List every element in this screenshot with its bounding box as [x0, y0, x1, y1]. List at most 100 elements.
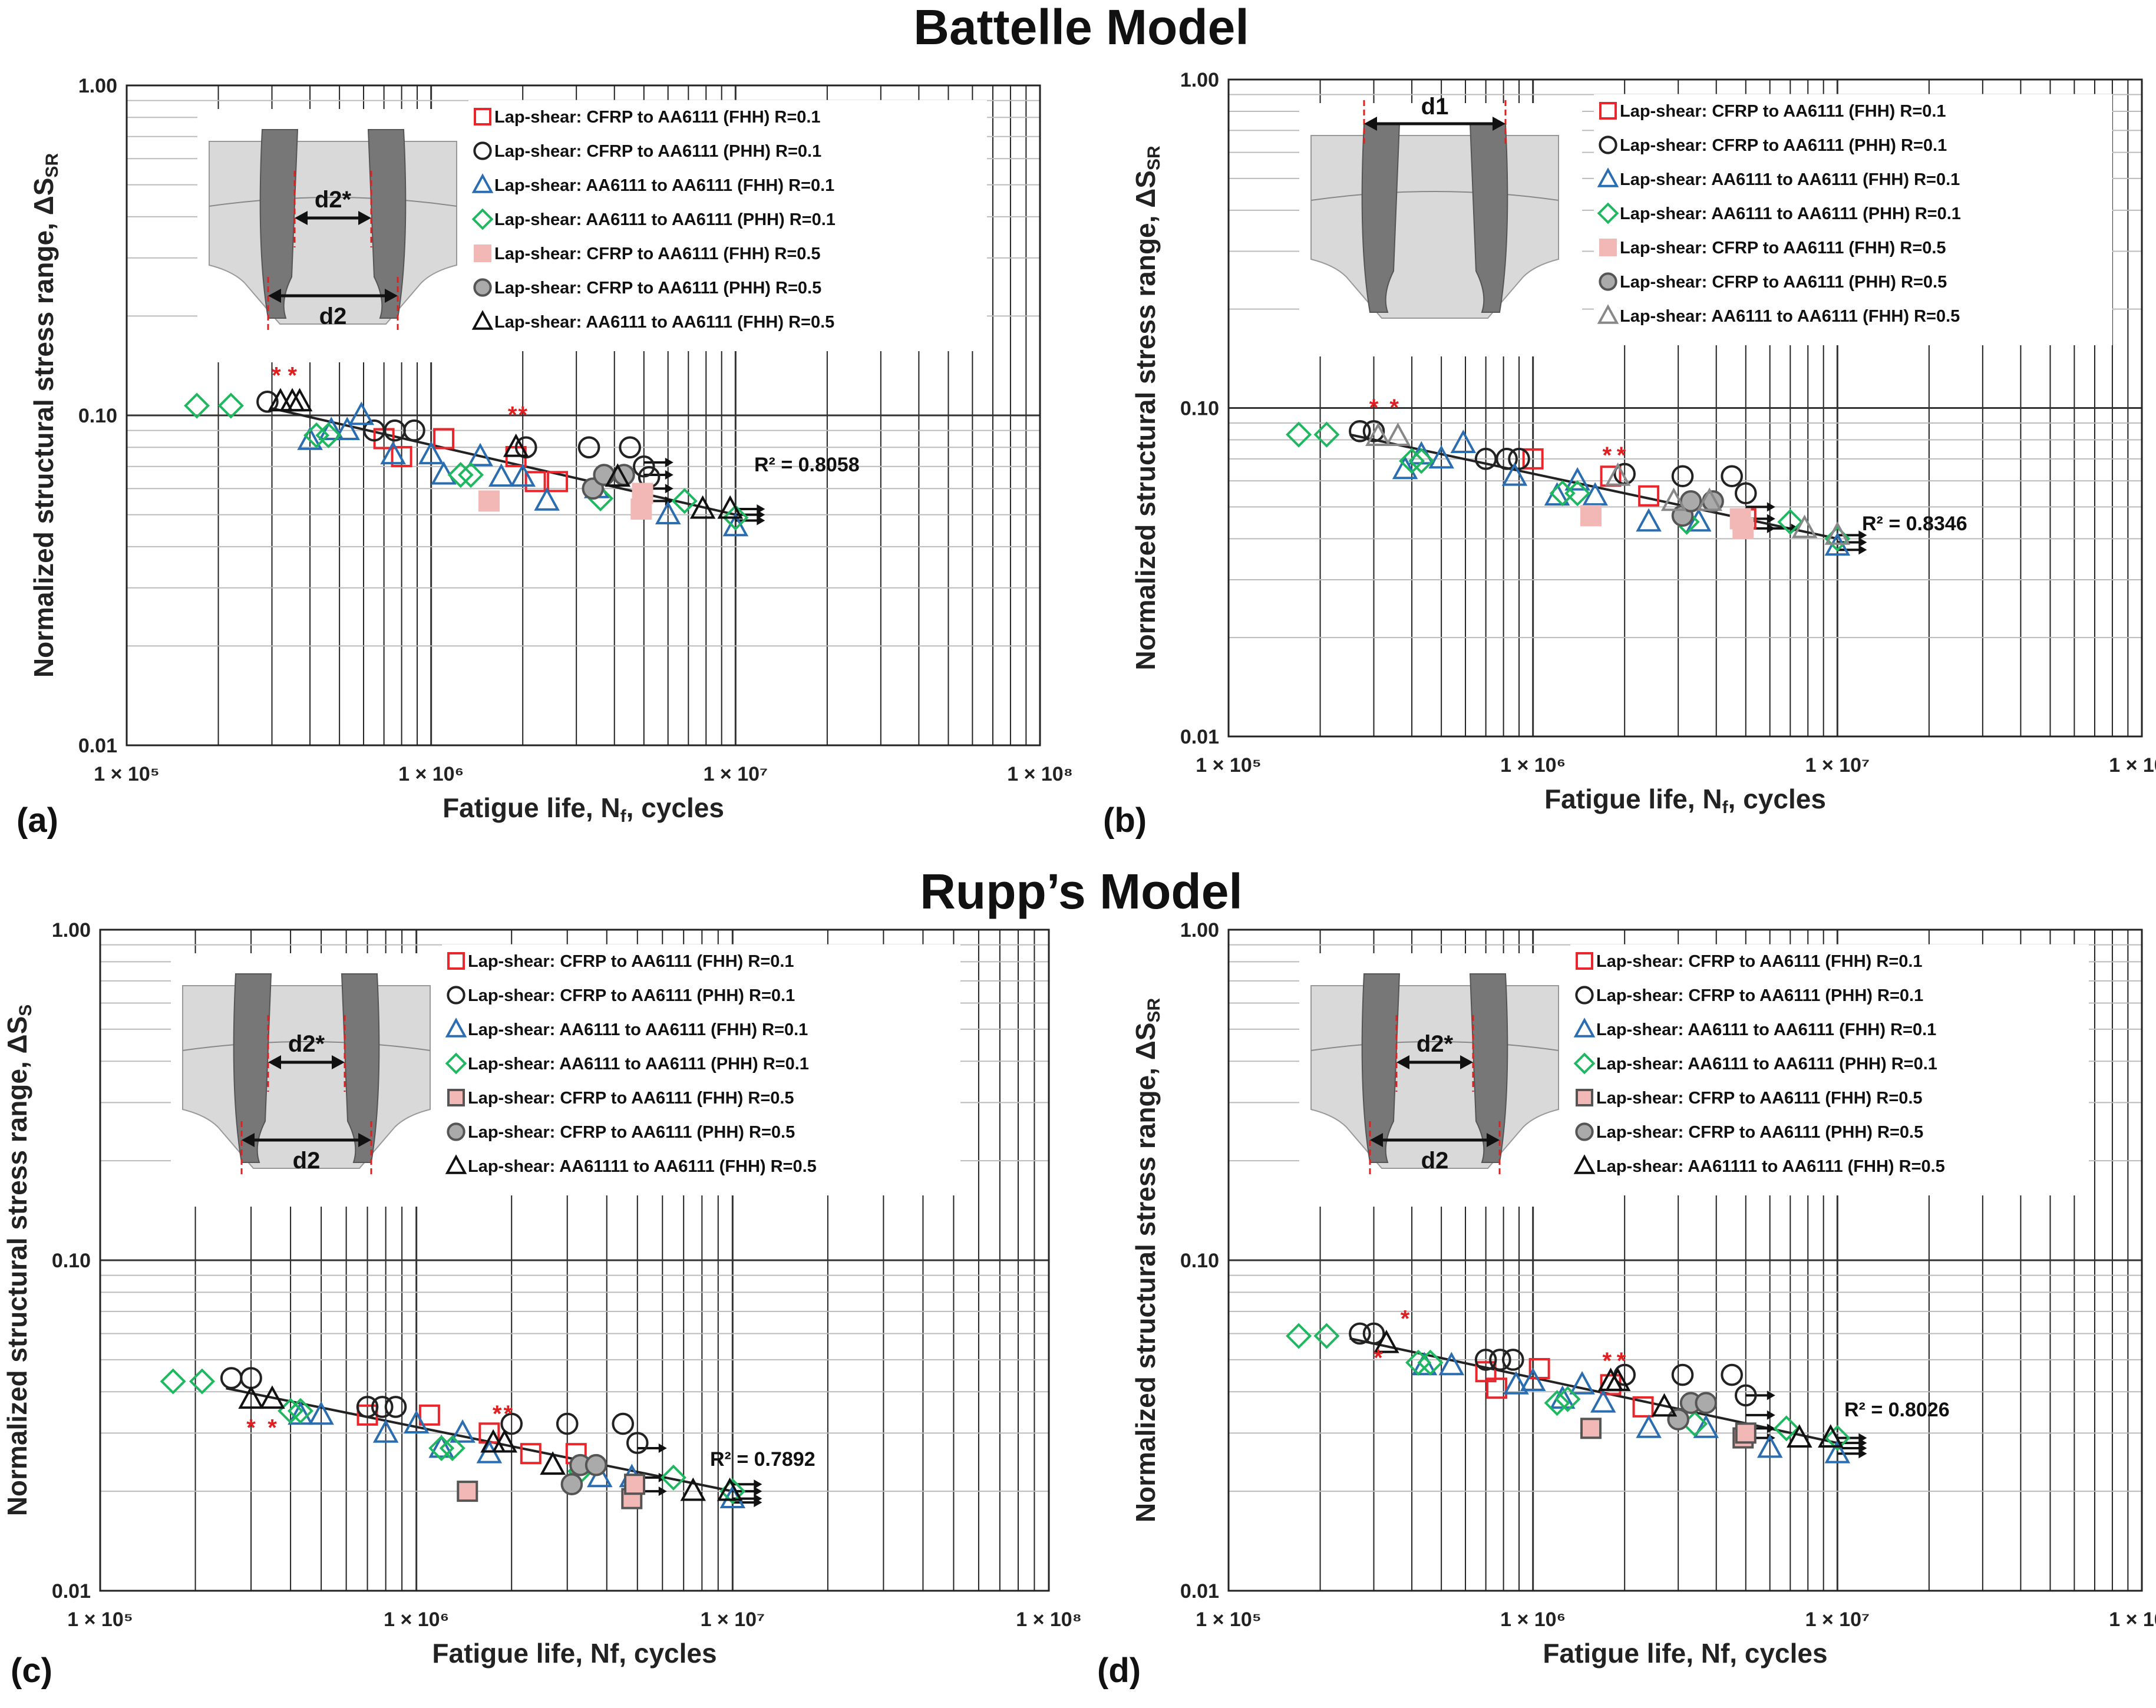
x-tick-label: 1 × 10⁵: [1196, 754, 1261, 777]
data-point: [428, 1435, 455, 1462]
y-axis-label-main: Normalized structural stress range, ΔS: [2, 1016, 32, 1517]
data-point: [1474, 1349, 1497, 1371]
runout-arrowhead: [1767, 514, 1775, 524]
x-axis-label-tail: , cycles: [1728, 784, 1826, 814]
data-point: [1824, 521, 1851, 545]
x-tick-label: 1 × 10⁸: [2109, 1608, 2156, 1631]
failure-star-marker: *: [1602, 442, 1612, 468]
failure-star-marker: *: [508, 402, 517, 428]
data-point: [439, 1435, 465, 1462]
data-point: [510, 463, 536, 487]
x-tick-label: 1 × 10⁶: [398, 763, 464, 785]
data-point: [1735, 1384, 1757, 1407]
data-point: [1392, 455, 1418, 480]
legend-marker: [445, 1052, 467, 1075]
legend-marker: [1597, 202, 1619, 224]
data-point: [428, 1434, 454, 1458]
data-point: [605, 463, 631, 487]
inset-arrowhead: [1493, 117, 1505, 131]
legend-entry: Lap-shear: AA6111 to AA6111 (PHH) R=0.1: [1620, 204, 1961, 223]
runout-arrowhead: [1767, 1410, 1775, 1420]
data-point: [633, 455, 655, 478]
data-point: [1685, 508, 1712, 532]
data-point: [488, 463, 514, 487]
data-point: [467, 442, 493, 467]
y-tick-label: 1.00: [78, 75, 117, 97]
data-point: [1489, 1349, 1511, 1371]
data-point: [1349, 1322, 1371, 1345]
data-point: [1520, 1367, 1546, 1392]
x-axis-label: Fatigue life, Nf, cycles: [1544, 784, 1826, 817]
y-axis-label-sub: SR: [1144, 998, 1164, 1023]
data-point: [1508, 448, 1530, 470]
data-point: [624, 1474, 646, 1495]
y-axis-label: Normalized structural stress range, ΔSSR: [1130, 998, 1164, 1523]
legend-entry: Lap-shear: AA6111 to AA6111 (FHH) R=0.1: [468, 1020, 808, 1039]
legend-marker: [1599, 239, 1617, 256]
legend-entry: Lap-shear: AA6111 to AA6111 (FHH) R=0.5: [1620, 307, 1960, 326]
x-tick-label: 1 × 10⁵: [67, 1608, 133, 1631]
plot-frame: [99, 929, 1050, 1592]
data-point: [1824, 1439, 1851, 1463]
weld-cross-section-inset: d2* d2: [182, 973, 431, 1177]
inset-label-d2star: d2*: [1417, 1031, 1454, 1057]
legend-entry: Lap-shear: AA6111 to AA6111 (FHH) R=0.1: [1620, 170, 1960, 189]
data-point: [1373, 1329, 1399, 1353]
x-tick-label: 1 × 10⁶: [1500, 1608, 1566, 1631]
inset-interface-line: [1310, 191, 1559, 201]
runout-arrowhead: [1767, 1390, 1775, 1400]
data-point: [286, 388, 313, 412]
failure-star-marker: *: [1617, 442, 1626, 468]
data-point: [1632, 1396, 1654, 1418]
legend-background: [1594, 94, 2112, 345]
legend-marker: [474, 108, 491, 125]
data-point: [1399, 448, 1425, 474]
legend-marker: [1599, 102, 1617, 120]
legend-entry: Lap-shear: CFRP to AA6111 (FHH) R=0.5: [1596, 1089, 1923, 1108]
inset-arrowhead: [1396, 1055, 1409, 1069]
inset-arrowhead: [385, 289, 398, 303]
legend-marker: [1575, 986, 1594, 1005]
legend-marker: [1573, 1052, 1596, 1075]
data-point: [520, 1443, 542, 1465]
x-tick-label: 1 × 10⁸: [2109, 754, 2156, 777]
data-point: [1824, 1425, 1851, 1451]
failure-star-marker: *: [504, 1401, 513, 1427]
section-title-battelle: Battelle Model: [913, 0, 1249, 55]
failure-star-marker: *: [288, 363, 297, 389]
x-axis-label-main: Fatigue life, Nf, cycles: [1543, 1638, 1827, 1669]
data-point: [491, 1429, 518, 1453]
chart-panel-3: 0.01 0.10 1.00 1 × 10⁵ 1 × 10⁶ 1 × 10⁷ 1 × 10⁸…: [1097, 919, 2156, 1690]
data-point: [689, 495, 716, 519]
y-axis-label-main: Normalized structural stress range, ΔS: [1130, 170, 1161, 670]
weld-cross-section-inset: d2* d2: [209, 129, 457, 333]
legend-entry: Lap-shear: AA61111 to AA6111 (FHH) R=0.5: [1596, 1157, 1945, 1176]
runout-arrowhead: [665, 457, 673, 467]
data-point: [1408, 448, 1435, 474]
data-point: [297, 427, 323, 450]
data-point: [1735, 1422, 1757, 1444]
data-point: [585, 1453, 607, 1476]
data-point: [534, 487, 560, 511]
data-point: [1580, 505, 1602, 527]
data-point: [680, 1477, 706, 1501]
data-point: [560, 1473, 583, 1496]
data-point: [717, 495, 743, 519]
x-tick-label: 1 × 10⁶: [384, 1608, 449, 1631]
runout-arrowhead: [1858, 545, 1867, 555]
legend-marker: [445, 1154, 467, 1174]
inset-label-d2star: d2*: [288, 1031, 325, 1057]
failure-star-marker: *: [1602, 1348, 1612, 1374]
chart-panel-1: 0.01 0.10 1.00 1 × 10⁵ 1 × 10⁶ 1 × 10⁷ 1 × 10⁸…: [1103, 69, 2156, 840]
data-point: [348, 401, 375, 425]
x-axis-label: Fatigue life, Nf, cycles: [443, 792, 724, 826]
data-point: [1475, 1361, 1497, 1383]
data-point: [540, 1451, 566, 1475]
legend-marker: [447, 986, 465, 1005]
data-point: [1604, 1367, 1631, 1392]
legend-entry: Lap-shear: CFRP to AA6111 (PHH) R=0.5: [1620, 273, 1947, 292]
r-squared-label: R² = 0.8058: [754, 454, 860, 476]
legend-entry: Lap-shear: CFRP to AA6111 (FHH) R=0.5: [494, 245, 821, 263]
panel-letter: (a): [16, 801, 58, 840]
inset-arrowhead: [1487, 1133, 1500, 1147]
